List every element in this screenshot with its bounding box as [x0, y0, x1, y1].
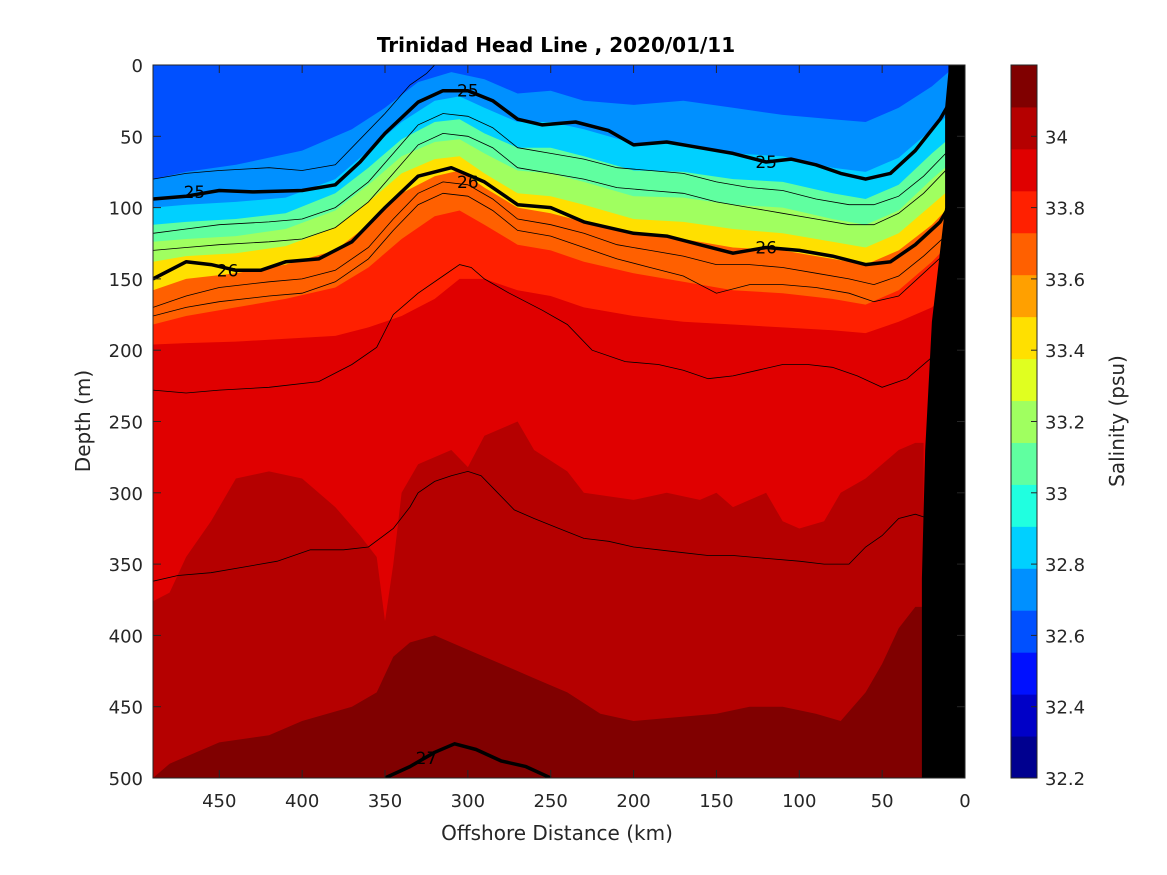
- salinity-band-34: [153, 421, 924, 778]
- colorbar-tick-label-33.4: 33.4: [1045, 341, 1085, 362]
- colorbar-band-14: [1011, 148, 1037, 192]
- isopycnal-label-26-2: 26: [755, 239, 777, 259]
- colorbar-band-15: [1011, 106, 1037, 150]
- colorbar-band-10: [1011, 316, 1037, 360]
- x-tick-label-400: 400: [285, 791, 319, 812]
- colorbar-tick-label-32.6: 32.6: [1045, 626, 1085, 647]
- x-axis-label: Offshore Distance (km): [441, 821, 673, 845]
- salinity-band-34.1: [153, 606, 924, 778]
- seafloor-shape: [921, 65, 965, 778]
- salinity-contour-fills: [153, 65, 965, 778]
- colorbar-band-4: [1011, 568, 1037, 611]
- isopycnal-label-26-0: 26: [217, 261, 239, 281]
- x-tick-label-50: 50: [871, 791, 894, 812]
- colorbar-tick-label-33: 33: [1045, 484, 1068, 505]
- colorbar-band-13: [1011, 190, 1037, 234]
- y-tick-label-250: 250: [109, 413, 143, 434]
- x-tick-label-250: 250: [534, 791, 568, 812]
- colorbar-band-6: [1011, 484, 1037, 527]
- colorbar-band-7: [1011, 442, 1037, 485]
- colorbar-band-1: [1011, 694, 1037, 737]
- x-tick-label-0: 0: [959, 791, 970, 812]
- colorbar-band-0: [1011, 736, 1037, 779]
- isopycnal-thin-1: [153, 113, 949, 234]
- y-tick-label-0: 0: [132, 56, 143, 77]
- colorbar-tick-label-34: 34: [1045, 127, 1068, 148]
- colorbar-band-3: [1011, 610, 1037, 653]
- colorbar-band-5: [1011, 526, 1037, 569]
- thin-isopycnals: [153, 65, 949, 582]
- isopycnal-thin-4: [153, 192, 949, 317]
- isopycnal-thin-5: [153, 264, 949, 394]
- y-tick-label-200: 200: [109, 341, 143, 362]
- y-tick-label-150: 150: [109, 270, 143, 291]
- isopycnal-label-27-0: 27: [416, 749, 438, 769]
- x-tick-label-200: 200: [616, 791, 650, 812]
- colorbar-tick-label-32.8: 32.8: [1045, 555, 1085, 576]
- colorbar-band-9: [1011, 358, 1037, 402]
- colorbar-tick-label-32.4: 32.4: [1045, 698, 1085, 719]
- x-tick-label-450: 450: [202, 791, 236, 812]
- colorbar-band-16: [1011, 65, 1037, 108]
- colorbar-tick-label-32.2: 32.2: [1045, 769, 1085, 790]
- x-tick-label-350: 350: [368, 791, 402, 812]
- x-tick-label-300: 300: [451, 791, 485, 812]
- plot-area: 25 25 25 26 26 26 27: [152, 64, 966, 779]
- x-tick-label-150: 150: [699, 791, 733, 812]
- isopycnal-thin-6: [153, 470, 929, 582]
- colorbar: 32.2 32.4 32.6 32.8 33 33.2 33.4 33.6 33.8 34: [1010, 64, 1085, 790]
- isopycnal-label-25-2: 25: [457, 82, 479, 102]
- y-tick-label-350: 350: [109, 555, 143, 576]
- colorbar-label: Salinity (psu): [1105, 355, 1129, 487]
- isopycnal-thin-3: [153, 181, 949, 308]
- labeled-isopycnals: 25 25 25 26 26 26 27: [153, 82, 950, 778]
- isopycnal-25: [153, 88, 950, 201]
- y-tick-label-400: 400: [109, 626, 143, 647]
- isopycnal-27: [384, 742, 552, 778]
- chart-title: Trinidad Head Line , 2020/01/11: [377, 33, 735, 57]
- colorbar-tick-label-33.6: 33.6: [1045, 270, 1085, 291]
- y-tick-label-450: 450: [109, 698, 143, 719]
- isopycnal-26: [153, 165, 950, 281]
- y-axis: 0 50 100 150 200 250 300 350 400 450 500: [109, 56, 965, 790]
- x-tick-label-100: 100: [782, 791, 816, 812]
- colorbar-band-11: [1011, 274, 1037, 318]
- isopycnal-label-25-0: 25: [184, 183, 206, 203]
- y-tick-label-50: 50: [120, 127, 143, 148]
- isopycnal-thin-0: [153, 65, 435, 180]
- y-tick-label-100: 100: [109, 199, 143, 220]
- colorbar-tick-label-33.2: 33.2: [1045, 413, 1085, 434]
- y-axis-label: Depth (m): [71, 370, 95, 472]
- colorbar-band-12: [1011, 232, 1037, 276]
- isopycnal-label-26-1: 26: [457, 173, 479, 193]
- isopycnal-thin-2: [153, 132, 949, 251]
- colorbar-tick-label-33.8: 33.8: [1045, 199, 1085, 220]
- y-tick-label-300: 300: [109, 484, 143, 505]
- x-axis: 450 400 350 300 250 200 150 100 50 0: [202, 65, 971, 812]
- colorbar-band-2: [1011, 652, 1037, 695]
- bathymetry: [921, 65, 965, 778]
- y-tick-label-500: 500: [109, 769, 143, 790]
- isopycnal-label-25-1: 25: [755, 153, 777, 173]
